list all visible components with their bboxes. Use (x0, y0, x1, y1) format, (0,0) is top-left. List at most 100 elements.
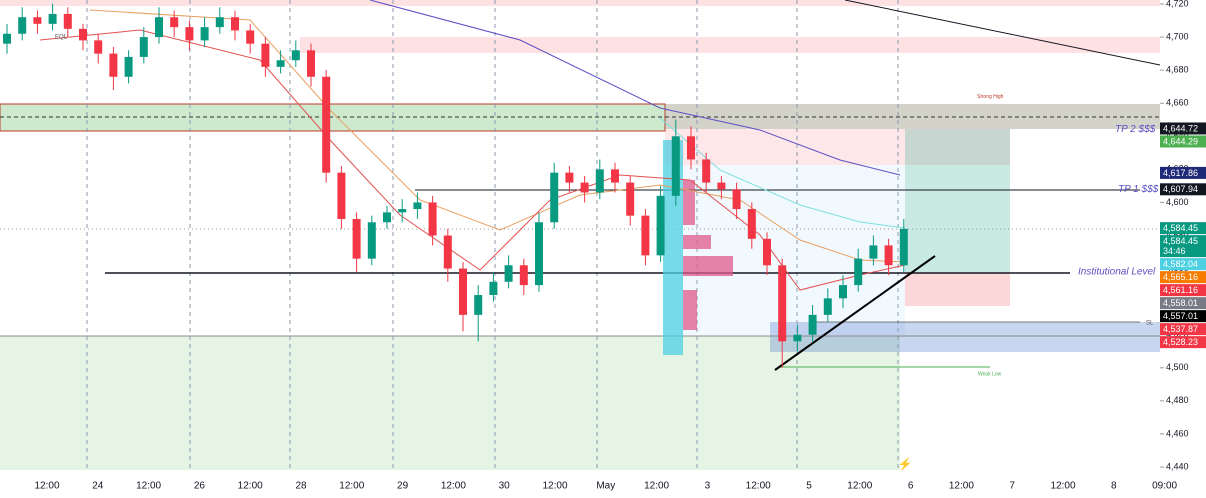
moving-averages (39, 0, 906, 291)
ma-line (369, 0, 901, 176)
annotation: EQL (55, 35, 68, 41)
candle-body (185, 27, 194, 41)
x-tick-label: 6 (908, 481, 914, 492)
supply-zone (300, 37, 1160, 53)
x-tick-label: 12:00 (339, 481, 364, 492)
candle-body (109, 53, 118, 77)
candle-body (33, 17, 42, 24)
x-tick-label: 12:00 (746, 481, 771, 492)
candle-body (793, 334, 802, 342)
candle-body (808, 314, 817, 335)
supply-zone (0, 0, 1160, 6)
candles: TP 2 $$$ TP 1 $$$ Institutional Level SL Str… (3, 4, 1159, 378)
guides (0, 0, 1161, 470)
profile-bar (683, 256, 733, 276)
x-tick-label: 12:00 (441, 481, 466, 492)
candle-body (747, 209, 756, 239)
x-tick-label: 09:00 (1152, 481, 1177, 492)
price-tag-label: 4,537.87 (1163, 324, 1198, 334)
target-box (905, 129, 1010, 272)
x-tick-label: 29 (397, 481, 409, 492)
price-tag (1160, 258, 1206, 271)
annotation: TP 2 $$$ (1115, 124, 1156, 135)
x-tick-label: 12:00 (136, 481, 161, 492)
stop-box (905, 272, 1010, 306)
candle-body (246, 30, 255, 44)
candle-body (428, 202, 437, 236)
candle-body (367, 222, 376, 259)
candle-body (291, 50, 300, 61)
candle-body (899, 228, 908, 266)
candle-body (337, 172, 346, 219)
x-tick-label: 24 (92, 481, 104, 492)
icon[interactable]: ⚡ (898, 457, 913, 471)
countdown: 34:46 (1163, 246, 1186, 256)
candle-body (155, 17, 163, 38)
y-tick-label: 4,660 (1166, 98, 1189, 108)
candle-body (717, 182, 726, 190)
y-tick-label: 4,680 (1166, 65, 1189, 75)
axes: 4,4404,4604,4804,5004,5204,5404,5604,580… (34, 0, 1206, 492)
x-tick-label: May (596, 481, 615, 492)
candle-body (474, 295, 483, 315)
candle-body (732, 189, 741, 210)
candle-body (823, 298, 832, 315)
candle-body (595, 169, 604, 193)
price-tag-label: 4,617.86 (1163, 168, 1198, 178)
candle-body (307, 50, 315, 77)
price-tag-label: 4,607.94 (1163, 184, 1198, 194)
candle-body (383, 212, 391, 223)
x-tick-label: 12:00 (238, 481, 263, 492)
price-tag (1160, 284, 1206, 297)
y-tick-label: 4,700 (1166, 31, 1189, 41)
candle-body (641, 215, 650, 256)
y-tick-label: 4,600 (1166, 197, 1189, 207)
annotation: Strong High (977, 94, 1004, 100)
x-tick-label: 7 (1009, 481, 1015, 492)
price-tag-label: 4,644.72 (1163, 123, 1198, 133)
price-tag-label: 4,557.01 (1163, 311, 1198, 321)
candle-body (3, 33, 11, 44)
annotation: TP 1 $$$ (1118, 184, 1159, 195)
x-tick-label: 8 (1111, 481, 1117, 492)
candle-body (63, 13, 72, 29)
candle-body (322, 76, 331, 173)
candle-body (611, 169, 619, 183)
candle-body (79, 28, 87, 41)
ma-line (89, 9, 906, 263)
price-tag-label: 4,558.01 (1163, 298, 1198, 308)
candle-body (170, 17, 179, 28)
candle-body (352, 218, 361, 259)
x-tick-label: 12:00 (949, 481, 974, 492)
demand-zone (0, 336, 900, 470)
price-tag (1160, 297, 1206, 310)
candle-body (702, 159, 711, 183)
trend-line (844, 0, 1161, 66)
x-tick-label: 12:00 (1050, 481, 1075, 492)
candle-body (839, 285, 847, 299)
candle-body (550, 172, 559, 223)
price-tag-label: 4,528.23 (1163, 337, 1198, 347)
candle-body (778, 265, 787, 342)
y-tick-label: 4,460 (1166, 428, 1189, 438)
y-tick-label: 4,500 (1166, 362, 1189, 372)
x-tick-label: 5 (806, 481, 812, 492)
price-tag (1160, 323, 1206, 336)
candle-body (687, 136, 695, 160)
price-tag-label: 4,644.29 (1163, 136, 1198, 146)
price-tag-label: 4,584.45 (1163, 236, 1198, 246)
zone (770, 322, 1160, 352)
candle-body (671, 136, 680, 196)
candle-body (413, 202, 422, 210)
price-tag (1160, 122, 1206, 135)
candle-body (18, 17, 27, 34)
candle-body (200, 27, 209, 41)
price-tag-label: 4,561.16 (1163, 285, 1198, 295)
price-tag (1160, 222, 1206, 235)
price-tag (1160, 271, 1206, 284)
price-tag (1160, 336, 1206, 349)
x-tick-label: 3 (705, 481, 711, 492)
zones (0, 0, 1160, 470)
y-tick-label: 4,440 (1166, 461, 1189, 471)
price-tag (1160, 166, 1206, 179)
